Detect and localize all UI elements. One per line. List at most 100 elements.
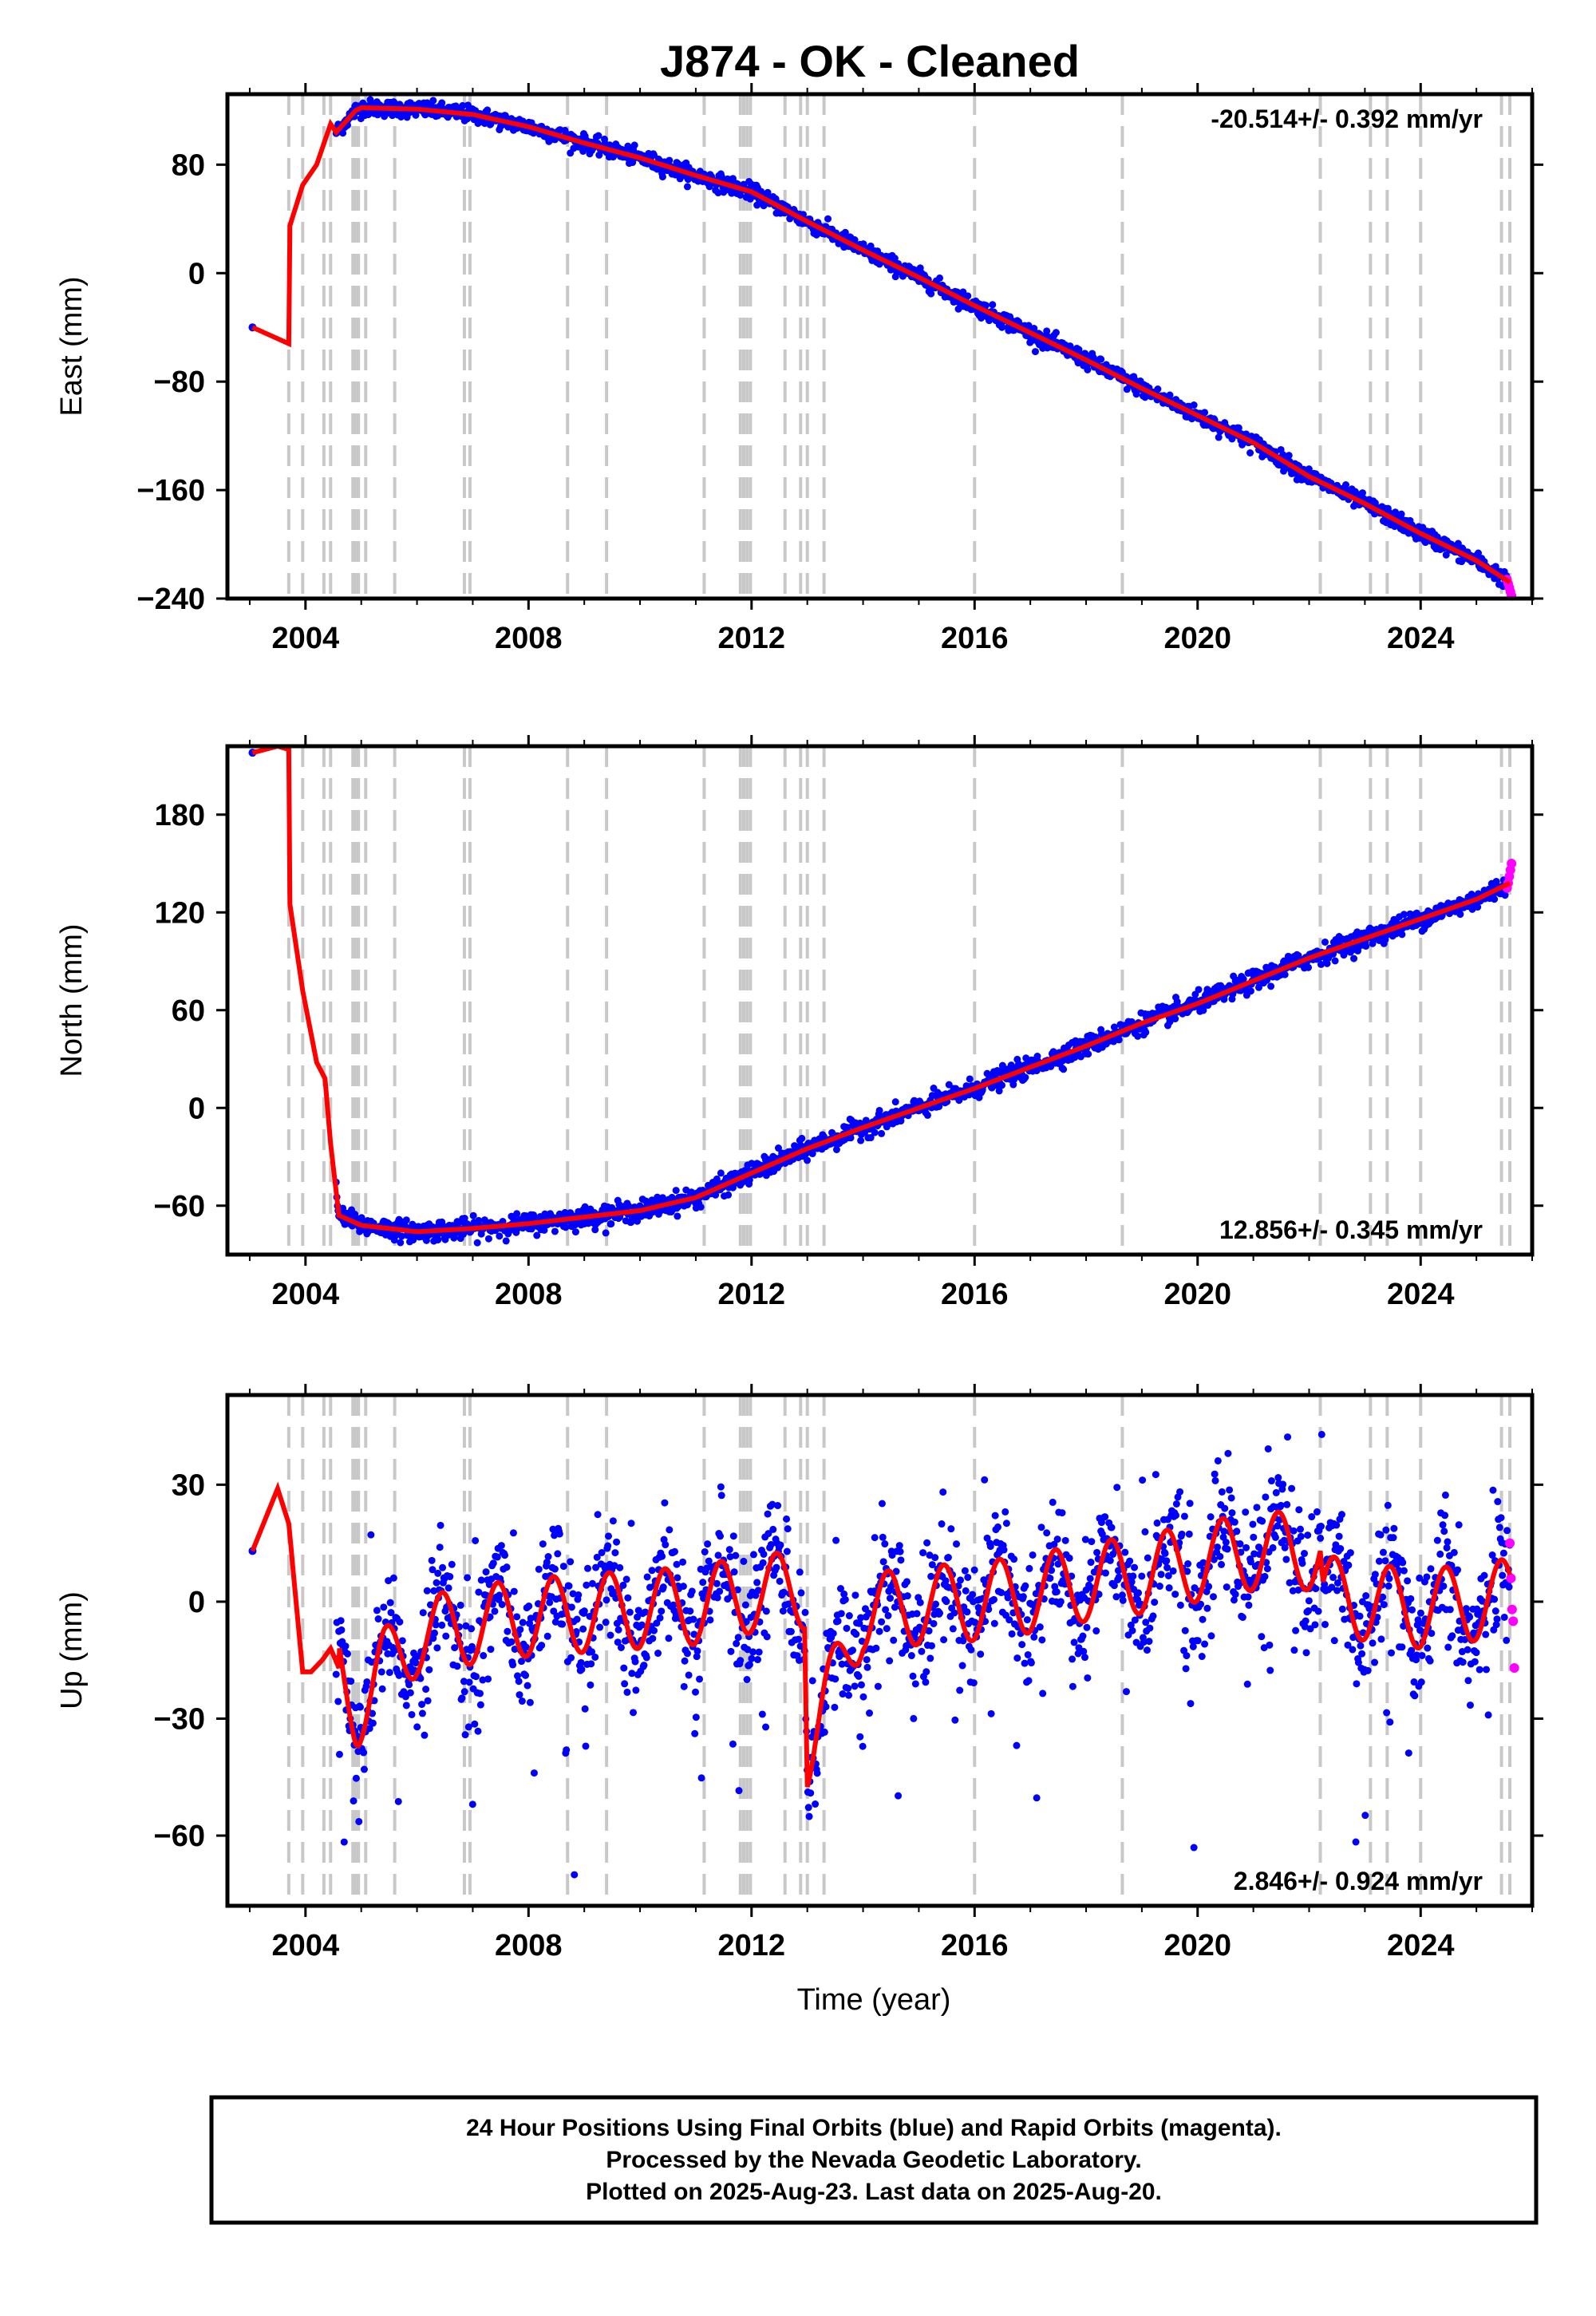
data-point (735, 1787, 743, 1795)
data-point (567, 1654, 575, 1662)
data-point (1049, 1498, 1057, 1506)
data-point (498, 1601, 506, 1609)
data-point (484, 1675, 492, 1683)
data-point (509, 1529, 517, 1537)
data-point (1106, 1556, 1114, 1564)
data-point (516, 1626, 524, 1634)
data-point (1008, 1630, 1016, 1638)
data-point (795, 1635, 803, 1643)
data-point (471, 1720, 479, 1728)
data-point (1010, 1555, 1018, 1563)
data-point (1112, 1593, 1120, 1601)
data-point (910, 1714, 918, 1722)
data-point (1141, 1528, 1149, 1535)
data-point (689, 1615, 697, 1623)
data-point (661, 1499, 669, 1507)
data-point (402, 1701, 410, 1709)
data-point (879, 1558, 887, 1566)
data-point (583, 1581, 591, 1589)
data-point (804, 1804, 812, 1812)
data-point (863, 1656, 871, 1664)
data-point (866, 1709, 874, 1717)
data-point (1400, 911, 1408, 919)
data-point (582, 1742, 590, 1750)
data-point (903, 1578, 911, 1586)
data-point (620, 1664, 628, 1672)
data-point (593, 1553, 601, 1561)
data-point (1033, 1794, 1041, 1802)
x-tick-label: 2016 (941, 622, 1009, 655)
data-point (1101, 1513, 1109, 1521)
data-point (587, 1660, 595, 1668)
data-point (513, 1613, 521, 1621)
data-point (961, 1567, 969, 1575)
data-point (717, 1492, 725, 1500)
data-point (1126, 1557, 1134, 1565)
data-point (1239, 975, 1247, 983)
data-point (743, 1676, 751, 1684)
data-point (717, 1169, 725, 1177)
data-point (938, 1520, 946, 1528)
data-point (760, 1550, 768, 1558)
data-point (631, 1658, 639, 1666)
data-point (605, 1532, 613, 1540)
data-point (643, 1573, 651, 1581)
data-point (998, 323, 1006, 331)
data-point (1398, 931, 1406, 939)
data-point (692, 1688, 700, 1696)
data-point (712, 1191, 720, 1199)
data-point (472, 1536, 480, 1544)
data-point (581, 1705, 589, 1713)
rapid-data-point (1507, 859, 1517, 868)
data-point (527, 1614, 535, 1622)
data-point (1238, 441, 1246, 449)
data-point (930, 1619, 938, 1627)
data-point (493, 1553, 501, 1561)
data-point (424, 1697, 432, 1705)
data-point (1031, 348, 1039, 356)
data-point (658, 173, 666, 181)
data-point (783, 1515, 791, 1523)
data-point (477, 1576, 485, 1584)
data-point (1021, 1582, 1029, 1590)
data-point (964, 292, 972, 300)
data-point (693, 1653, 701, 1661)
data-point (674, 1574, 681, 1582)
x-tick-label: 2024 (1387, 622, 1455, 655)
data-point (1142, 1028, 1150, 1036)
data-point (704, 1540, 712, 1548)
data-point (1013, 1654, 1021, 1662)
data-point (1079, 1632, 1087, 1640)
data-point (475, 1216, 483, 1224)
data-point (609, 1517, 617, 1525)
data-point (1362, 943, 1370, 951)
data-point (1027, 1659, 1035, 1667)
data-point (851, 1591, 859, 1599)
data-point (1000, 1546, 1008, 1554)
north-axis-label: North (mm) (55, 923, 89, 1077)
data-point (755, 1648, 763, 1656)
data-point (982, 302, 990, 310)
north-rate-label: 12.856+/- 0.345 mm/yr (1219, 1215, 1483, 1244)
y-tick-label: 80 (172, 148, 205, 182)
data-point (406, 1689, 414, 1697)
data-point (713, 1579, 721, 1587)
x-tick-label: 2024 (1387, 1278, 1455, 1311)
data-point (628, 1670, 636, 1678)
data-point (879, 1533, 887, 1541)
data-point (419, 1609, 427, 1617)
data-point (649, 1634, 657, 1642)
data-point (844, 1684, 852, 1692)
data-point (482, 1568, 490, 1576)
data-point (922, 1668, 930, 1676)
data-point (662, 1541, 670, 1549)
data-point (956, 1686, 964, 1694)
data-point (430, 1587, 438, 1595)
data-point (460, 1688, 468, 1696)
data-point (397, 1232, 405, 1240)
data-point (1144, 1554, 1152, 1562)
data-point (734, 1634, 742, 1642)
x-tick-label: 2012 (718, 1278, 786, 1311)
data-point (397, 1239, 405, 1247)
data-point (462, 1622, 470, 1630)
